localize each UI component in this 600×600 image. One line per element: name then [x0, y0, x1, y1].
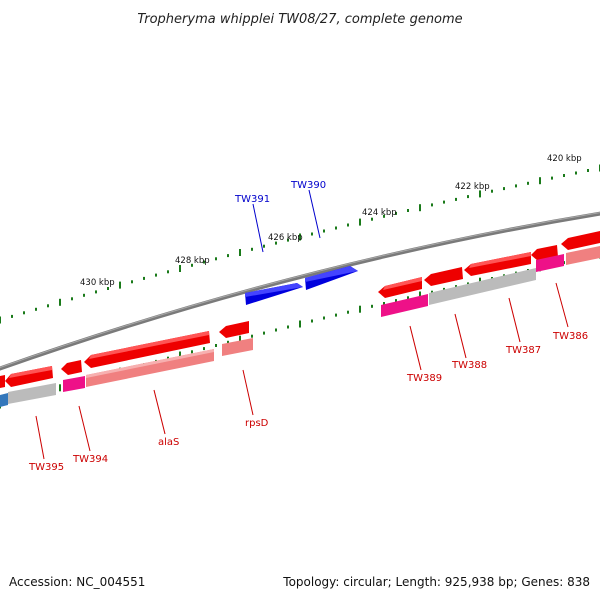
gene-arrow-right[interactable]: [561, 231, 600, 250]
cds-light-right[interactable]: [566, 246, 600, 265]
cds-magenta-left[interactable]: [63, 376, 85, 392]
scale-label-428: 428 kbp: [175, 256, 210, 266]
cds-grey-left[interactable]: [8, 383, 56, 404]
cds-grey-tw388[interactable]: [429, 268, 536, 305]
forward-genes: [245, 266, 358, 305]
gene-label-tw387: TW387: [505, 345, 541, 356]
cds-features: [0, 246, 600, 407]
leader-alas: [153, 389, 166, 435]
cds-magenta-tw386[interactable]: [536, 254, 564, 272]
gene-label-tw394: TW394: [72, 454, 108, 465]
cds-magenta-tw389[interactable]: [381, 294, 428, 317]
map-title: Tropheryma whipplei TW08/27, complete ge…: [137, 12, 462, 27]
gene-label-tw390: TW390: [290, 180, 326, 191]
accession-text: Accession: NC_004551: [9, 575, 145, 589]
cds-light-rpsd[interactable]: [222, 338, 253, 356]
leader-tw387: [508, 297, 521, 343]
cds-blue[interactable]: [0, 393, 8, 407]
gene-arrow-edge[interactable]: [0, 375, 5, 388]
scale-label-420: 420 kbp: [547, 154, 582, 164]
label-leaders: [35, 189, 569, 460]
gene-label-tw395: TW395: [28, 462, 64, 473]
scale-label-426: 426 kbp: [268, 233, 303, 243]
gene-arrow-tw395-top: [9, 366, 52, 378]
leader-tw395: [35, 415, 45, 460]
leader-rpsd: [242, 369, 254, 416]
gene-label-alas: alaS: [158, 437, 179, 448]
gene-label-tw386: TW386: [552, 331, 588, 342]
scale-label-430: 430 kbp: [80, 278, 115, 288]
gene-arrow-tw388[interactable]: [424, 267, 463, 286]
gene-arrow-tw394[interactable]: [61, 360, 82, 375]
gene-arrow-tw391-top: [245, 283, 303, 297]
scale-label-422: 422 kbp: [455, 182, 490, 192]
leader-tw391: [252, 203, 264, 253]
gene-arrow-tw389-top: [383, 277, 422, 290]
gene-arrow-tw387-top: [469, 252, 531, 268]
leader-tw390: [308, 189, 321, 239]
gene-label-tw389: TW389: [406, 373, 442, 384]
gene-label-tw388: TW388: [451, 360, 487, 371]
reverse-genes: [0, 231, 600, 388]
gene-label-rpsd: rpsD: [245, 418, 269, 429]
leader-tw386: [555, 282, 569, 328]
genome-backbone-highlight: [0, 212, 600, 369]
cds-light-alas-top: [86, 349, 214, 378]
leader-tw389: [409, 325, 422, 371]
scale-label-424: 424 kbp: [362, 208, 397, 218]
gene-label-tw391: TW391: [234, 194, 270, 205]
gene-arrow-tw390-top: [305, 266, 358, 282]
leader-tw394: [78, 405, 91, 452]
gene-arrow-rpsd[interactable]: [219, 321, 249, 338]
gene-arrow-alas-top: [89, 331, 209, 359]
leader-tw388: [454, 313, 467, 359]
genome-backbone: [0, 211, 600, 371]
genome-summary-text: Topology: circular; Length: 925,938 bp; …: [282, 575, 590, 589]
